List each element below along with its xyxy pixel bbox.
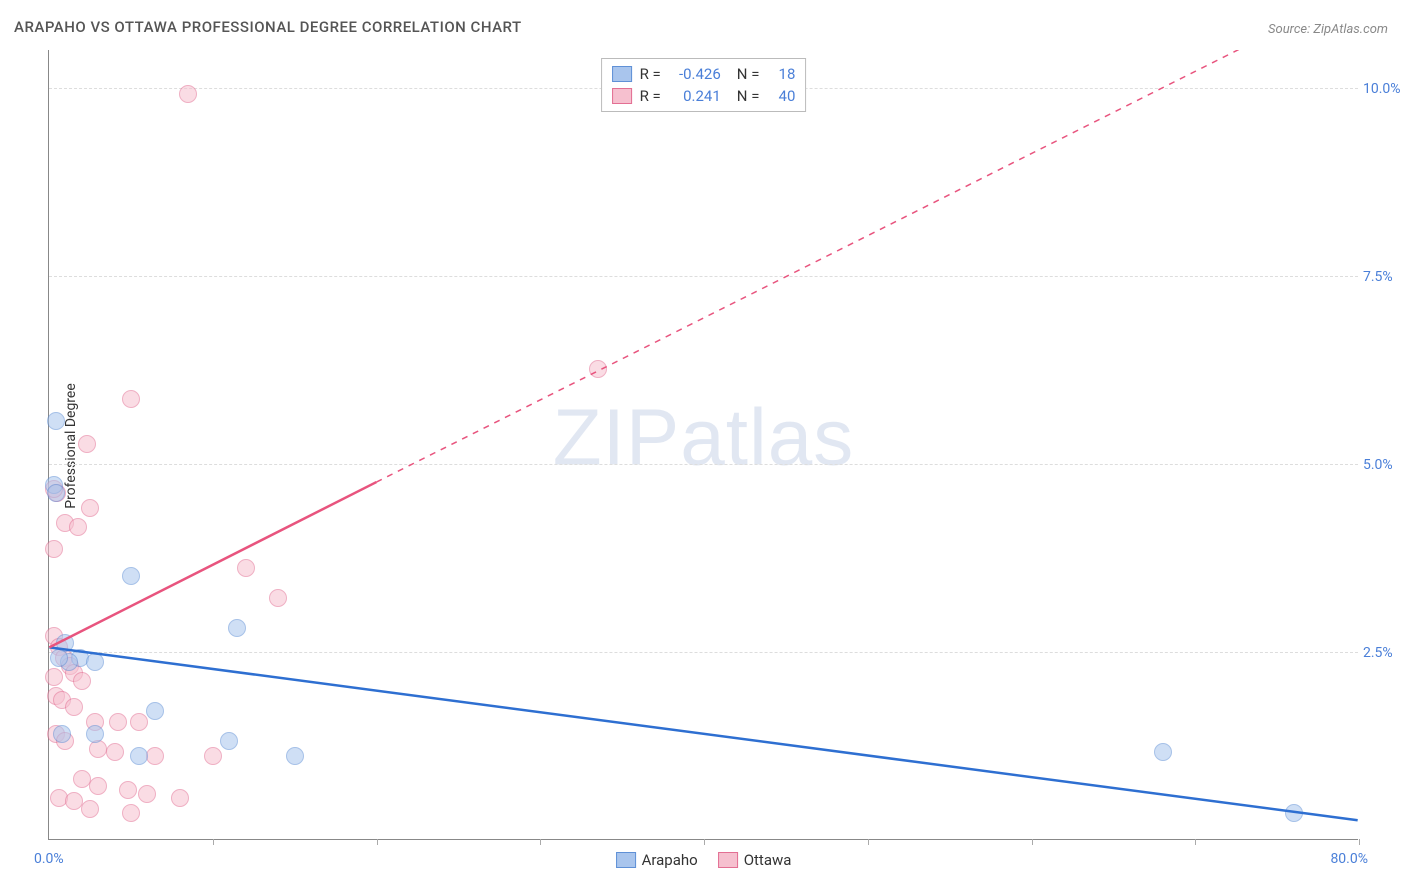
data-point-ottawa [106,743,124,761]
x-tick [213,839,214,845]
x-tick [868,839,869,845]
stats-row-arapaho: R = -0.426 N = 18 [612,63,796,85]
legend-label-ottawa: Ottawa [744,851,792,869]
watermark: ZIPatlas [553,391,854,483]
x-tick [1195,839,1196,845]
data-point-arapaho [47,484,65,502]
data-point-ottawa [65,698,83,716]
data-point-arapaho [220,732,238,750]
x-tick [540,839,541,845]
data-point-ottawa [81,499,99,517]
watermark-thin: atlas [680,392,854,481]
x-axis-max-label: 80.0% [1330,851,1368,867]
scatter-plot: ZIPatlas 2.5%5.0%7.5%10.0% R = -0.426 N … [48,50,1358,840]
gridline: 7.5% [49,276,1358,277]
data-point-ottawa [45,668,63,686]
data-point-arapaho [130,747,148,765]
data-point-ottawa [81,800,99,818]
data-point-ottawa [122,390,140,408]
data-point-arapaho [286,747,304,765]
swatch-arapaho [612,66,632,82]
stat-r-arapaho: -0.426 [669,65,721,83]
data-point-ottawa [237,559,255,577]
legend-item-ottawa: Ottawa [718,851,792,869]
data-point-ottawa [138,785,156,803]
x-tick [1032,839,1033,845]
data-point-ottawa [73,770,91,788]
stats-row-ottawa: R = 0.241 N = 40 [612,85,796,107]
y-tick-label: 5.0% [1363,457,1406,473]
trend-line [376,50,1357,482]
data-point-ottawa [269,589,287,607]
x-tick [1359,839,1360,845]
trend-line [49,647,1357,820]
stat-r-ottawa: 0.241 [669,87,721,105]
data-point-ottawa [73,672,91,690]
data-point-ottawa [119,781,137,799]
gridline: 2.5% [49,652,1358,653]
data-point-ottawa [204,747,222,765]
data-point-ottawa [122,804,140,822]
data-point-ottawa [69,518,87,536]
stat-n-arapaho: 18 [767,65,795,83]
data-point-arapaho [1154,743,1172,761]
data-point-arapaho [53,725,71,743]
data-point-ottawa [130,713,148,731]
data-point-ottawa [146,747,164,765]
data-point-arapaho [47,412,65,430]
chart-title: ARAPAHO VS OTTAWA PROFESSIONAL DEGREE CO… [14,18,522,36]
data-point-ottawa [589,360,607,378]
swatch-ottawa [612,88,632,104]
data-point-ottawa [45,540,63,558]
data-point-arapaho [86,653,104,671]
data-point-ottawa [89,777,107,795]
data-point-arapaho [1285,804,1303,822]
stats-box: R = -0.426 N = 18 R = 0.241 N = 40 [601,58,807,112]
stat-r-label: R = [640,87,661,105]
data-point-arapaho [146,702,164,720]
data-point-ottawa [65,792,83,810]
legend-label-arapaho: Arapaho [642,851,698,869]
legend-swatch-arapaho [616,852,636,868]
stat-n-label: N = [737,87,760,105]
legend: Arapaho Ottawa [616,851,792,869]
data-point-ottawa [171,789,189,807]
data-point-arapaho [228,619,246,637]
data-point-arapaho [86,725,104,743]
source-attribution: Source: ZipAtlas.com [1268,22,1388,37]
x-tick [704,839,705,845]
data-point-ottawa [78,435,96,453]
data-point-ottawa [179,85,197,103]
data-point-arapaho [50,649,68,667]
legend-swatch-ottawa [718,852,738,868]
watermark-bold: ZIP [553,392,680,481]
y-tick-label: 7.5% [1363,269,1406,285]
y-tick-label: 10.0% [1363,81,1406,97]
legend-item-arapaho: Arapaho [616,851,698,869]
y-tick-label: 2.5% [1363,645,1406,661]
stat-n-label: N = [737,65,760,83]
x-tick [377,839,378,845]
trend-lines [49,50,1358,839]
gridline: 5.0% [49,464,1358,465]
x-axis-min-label: 0.0% [34,851,64,867]
data-point-ottawa [109,713,127,731]
stat-n-ottawa: 40 [767,87,795,105]
stat-r-label: R = [640,65,661,83]
data-point-arapaho [122,567,140,585]
